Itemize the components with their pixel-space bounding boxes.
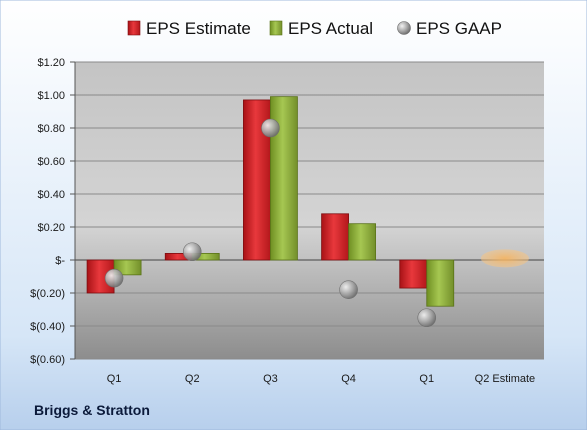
x-tick-label: Q1	[107, 373, 122, 385]
legend-label: EPS Estimate	[146, 19, 251, 38]
gridlines	[75, 61, 544, 360]
y-tick-label: $1.20	[37, 57, 65, 69]
q2-estimate-marker	[480, 249, 529, 268]
eps-estimate-bar	[321, 213, 349, 261]
company-name: Briggs & Stratton	[34, 402, 150, 418]
eps-gaap-marker	[104, 268, 124, 288]
legend-label: EPS GAAP	[416, 19, 502, 38]
x-tick-label: Q4	[341, 373, 356, 385]
eps-actual-bar	[426, 259, 455, 307]
eps-gaap-marker	[261, 118, 280, 138]
x-tick-label: Q2	[185, 373, 200, 385]
eps-gaap-marker	[417, 308, 437, 328]
eps-actual-bar	[348, 223, 376, 261]
x-tick-label: Q2 Estimate	[475, 373, 536, 385]
eps-actual-bar	[113, 259, 142, 276]
x-tick-label: Q1	[419, 373, 434, 385]
x-tick-label: Q3	[263, 373, 278, 385]
y-tick-label: $1.00	[37, 90, 65, 102]
legend-swatch	[269, 20, 283, 36]
y-tick-label: $0.80	[37, 123, 65, 135]
y-tick-label: $0.60	[37, 156, 65, 168]
legend-label: EPS Actual	[288, 19, 373, 38]
legend: EPS Estimate EPS Actual EPS GAAP	[127, 19, 502, 38]
y-tick-label: $0.40	[37, 189, 65, 201]
y-tick-label: $0.20	[37, 222, 65, 234]
y-tick-label: $(0.60)	[30, 354, 65, 366]
legend-swatch	[127, 20, 141, 36]
y-axis-ticks: $1.20 $1.00 $0.80 $0.60 $0.40 $0.20 $- $(0.20) $…	[30, 57, 76, 366]
y-tick-label: $(0.20)	[30, 288, 65, 300]
y-tick-label: $-	[55, 255, 65, 267]
y-tick-label: $(0.40)	[30, 321, 65, 333]
plot-area	[75, 62, 544, 359]
eps-estimate-bar	[399, 259, 428, 289]
eps-gaap-marker	[182, 242, 202, 262]
x-axis-ticks: Q1 Q2 Q3 Q4 Q1 Q2 Estimate	[107, 373, 535, 385]
gaap-markers	[104, 118, 437, 328]
eps-gaap-marker	[339, 280, 358, 300]
legend-swatch	[397, 21, 411, 35]
